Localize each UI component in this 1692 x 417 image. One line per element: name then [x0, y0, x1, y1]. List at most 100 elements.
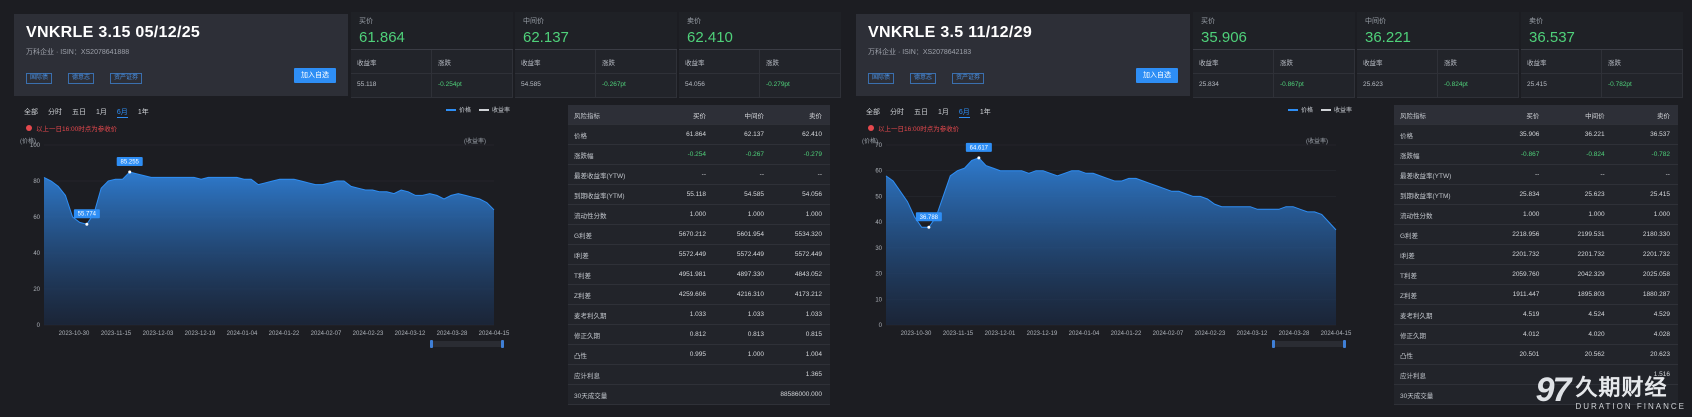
tag-3[interactable]: 资产证券: [110, 73, 143, 84]
metric-name: 到期收益率(YTM): [1400, 192, 1451, 200]
max-point: [977, 156, 981, 160]
legend-yield[interactable]: 收益率: [478, 105, 510, 114]
range-slider-start-handle[interactable]: [1272, 340, 1275, 348]
y-tick-label: 10: [875, 297, 882, 303]
quote-sub-label: 涨跌: [596, 50, 677, 73]
range-slider[interactable]: [430, 340, 504, 348]
add-watchlist-button[interactable]: 加入自选: [294, 68, 336, 83]
add-watchlist-button[interactable]: 加入自选: [1136, 68, 1178, 83]
range-slider-end-handle[interactable]: [501, 340, 504, 348]
legend-yield[interactable]: 收益率: [1320, 105, 1352, 114]
metric-value: 2025.058: [1642, 271, 1670, 278]
y-tick-label: 50: [875, 194, 882, 200]
metric-value: 5572.449: [736, 251, 764, 258]
tab-5d[interactable]: 五日: [72, 109, 86, 116]
tab-all[interactable]: 全部: [24, 109, 38, 116]
metric-value: 1.004: [805, 351, 822, 358]
quote-ask: 卖价 36.537 收益率 涨跌 25.415 -0.782pt: [1521, 12, 1683, 98]
x-tick-label: 2024-03-28: [437, 331, 468, 337]
risk-metrics-table: 风险指标 买价 中间价 卖价 价格 61.864 62.137 62.410 涨跌幅 -0.254…: [568, 105, 830, 405]
range-slider-start-handle[interactable]: [430, 340, 433, 348]
legend-price[interactable]: 价格: [445, 105, 471, 114]
metric-value: 55.118: [686, 191, 706, 198]
tab-1m[interactable]: 1月: [96, 109, 107, 116]
metric-name: T利差: [1400, 272, 1417, 280]
quote-sub-label: 收益率: [1357, 50, 1438, 73]
quote-sub-label: 收益率: [351, 50, 432, 73]
table-row: 30天成交量: [1394, 385, 1678, 405]
metric-value: 61.864: [686, 131, 706, 138]
alert-dot-icon: [868, 125, 874, 131]
quote-sub-label: 涨跌: [1602, 50, 1683, 73]
tab-6m[interactable]: 6月: [958, 108, 970, 118]
quote-sub-label: 收益率: [515, 50, 596, 73]
metric-value: 4259.606: [678, 291, 706, 298]
quote-value: 62.137: [523, 29, 569, 46]
max-label: 85.255: [121, 160, 140, 166]
table-row: 涨跌幅 -0.254 -0.267 -0.279: [568, 145, 830, 165]
range-tabs: 全部 分时 五日 1月 6月 1年: [14, 105, 510, 119]
bond-title-box: VNKRLE 3.5 11/12/29 万科企业 · ISIN：XS207864…: [856, 14, 1190, 96]
tag-1[interactable]: 国际债: [868, 73, 895, 84]
metric-value: -0.279: [803, 151, 822, 158]
x-tick-label: 2024-02-07: [1153, 331, 1184, 337]
tab-intraday[interactable]: 分时: [890, 109, 904, 116]
table-row: T利差 2059.760 2042.329 2025.058: [1394, 265, 1678, 285]
tab-5d[interactable]: 五日: [914, 109, 928, 116]
table-row: 应计利息 1.365: [568, 365, 830, 385]
table-row: 修正久期 0.812 0.813 0.815: [568, 325, 830, 345]
quote-change: -0.782pt: [1602, 74, 1683, 97]
tag-3[interactable]: 资产证券: [952, 73, 985, 84]
alert-dot-icon: [26, 125, 32, 131]
max-badge: [116, 157, 143, 166]
max-badge: [965, 142, 992, 152]
price-chart-area: 全部 分时 五日 1月 6月 1年 价格 收益率 以上一日16:00时点为参收价…: [14, 105, 510, 395]
metric-value: 4951.981: [678, 271, 706, 278]
quote-yield: 25.415: [1521, 74, 1602, 97]
legend-price[interactable]: 价格: [1287, 105, 1313, 114]
metric-name: 流动性分数: [1400, 212, 1433, 220]
x-tick-label: 2024-03-12: [1237, 331, 1268, 337]
table-row: 30天成交量 88586000.000: [568, 385, 830, 405]
tab-1y[interactable]: 1年: [979, 109, 991, 116]
metric-name: 修正久期: [574, 332, 600, 340]
table-row: 最差收益率(YTW) -- -- --: [568, 165, 830, 185]
range-tabs: 全部 分时 五日 1月 6月 1年: [856, 105, 1352, 119]
quote-bid: 买价 61.864 收益率 涨跌 55.118 -0.254pt: [351, 12, 513, 98]
tag-1[interactable]: 国际债: [26, 73, 53, 84]
table-row: T利差 4951.981 4897.330 4843.052: [568, 265, 830, 285]
close-note: 以上一日16:00时点为参收价: [26, 123, 510, 133]
tag-2[interactable]: 德意志: [68, 73, 95, 84]
range-slider-end-handle[interactable]: [1343, 340, 1346, 348]
bond-title: VNKRLE 3.15 05/12/25: [26, 24, 201, 41]
metric-value: 1.000: [1588, 211, 1605, 218]
metric-value: 2201.732: [1642, 251, 1670, 258]
table-row: Z利差 4259.606 4216.310 4173.212: [568, 285, 830, 305]
metric-value: 25.834: [1519, 191, 1540, 198]
quote-bid: 买价 35.906 收益率 涨跌 25.834 -0.867pt: [1193, 12, 1355, 98]
metric-value: 5572.449: [794, 251, 822, 258]
quote-sub-label: 涨跌: [1274, 50, 1355, 73]
tab-intraday[interactable]: 分时: [48, 109, 62, 116]
range-slider[interactable]: [1272, 340, 1346, 348]
tab-6m[interactable]: 6月: [116, 108, 128, 118]
quote-change: -0.279pt: [760, 74, 841, 97]
y-axis-unit: (价格): [20, 137, 36, 145]
metric-value: 4.519: [1523, 311, 1540, 318]
quote-label: 中间价: [523, 18, 544, 25]
quote-value: 36.221: [1365, 29, 1411, 46]
table-row: 最差收益率(YTW) -- -- --: [1394, 165, 1678, 185]
max-label: 64.617: [970, 145, 989, 151]
metric-value: 0.815: [805, 331, 822, 338]
x-tick-label: 2024-02-23: [353, 331, 384, 337]
tab-1m[interactable]: 1月: [938, 109, 949, 116]
quote-sub-label: 收益率: [1521, 50, 1602, 73]
metric-name: T利差: [574, 272, 591, 280]
tab-1y[interactable]: 1年: [137, 109, 149, 116]
quote-label: 卖价: [1529, 18, 1543, 25]
tab-all[interactable]: 全部: [866, 109, 880, 116]
tag-2[interactable]: 德意志: [910, 73, 937, 84]
metric-name: 涨跌幅: [1400, 152, 1420, 160]
table-row: Z利差 1911.447 1895.803 1880.287: [1394, 285, 1678, 305]
x-tick-label: 2023-12-03: [143, 331, 174, 337]
